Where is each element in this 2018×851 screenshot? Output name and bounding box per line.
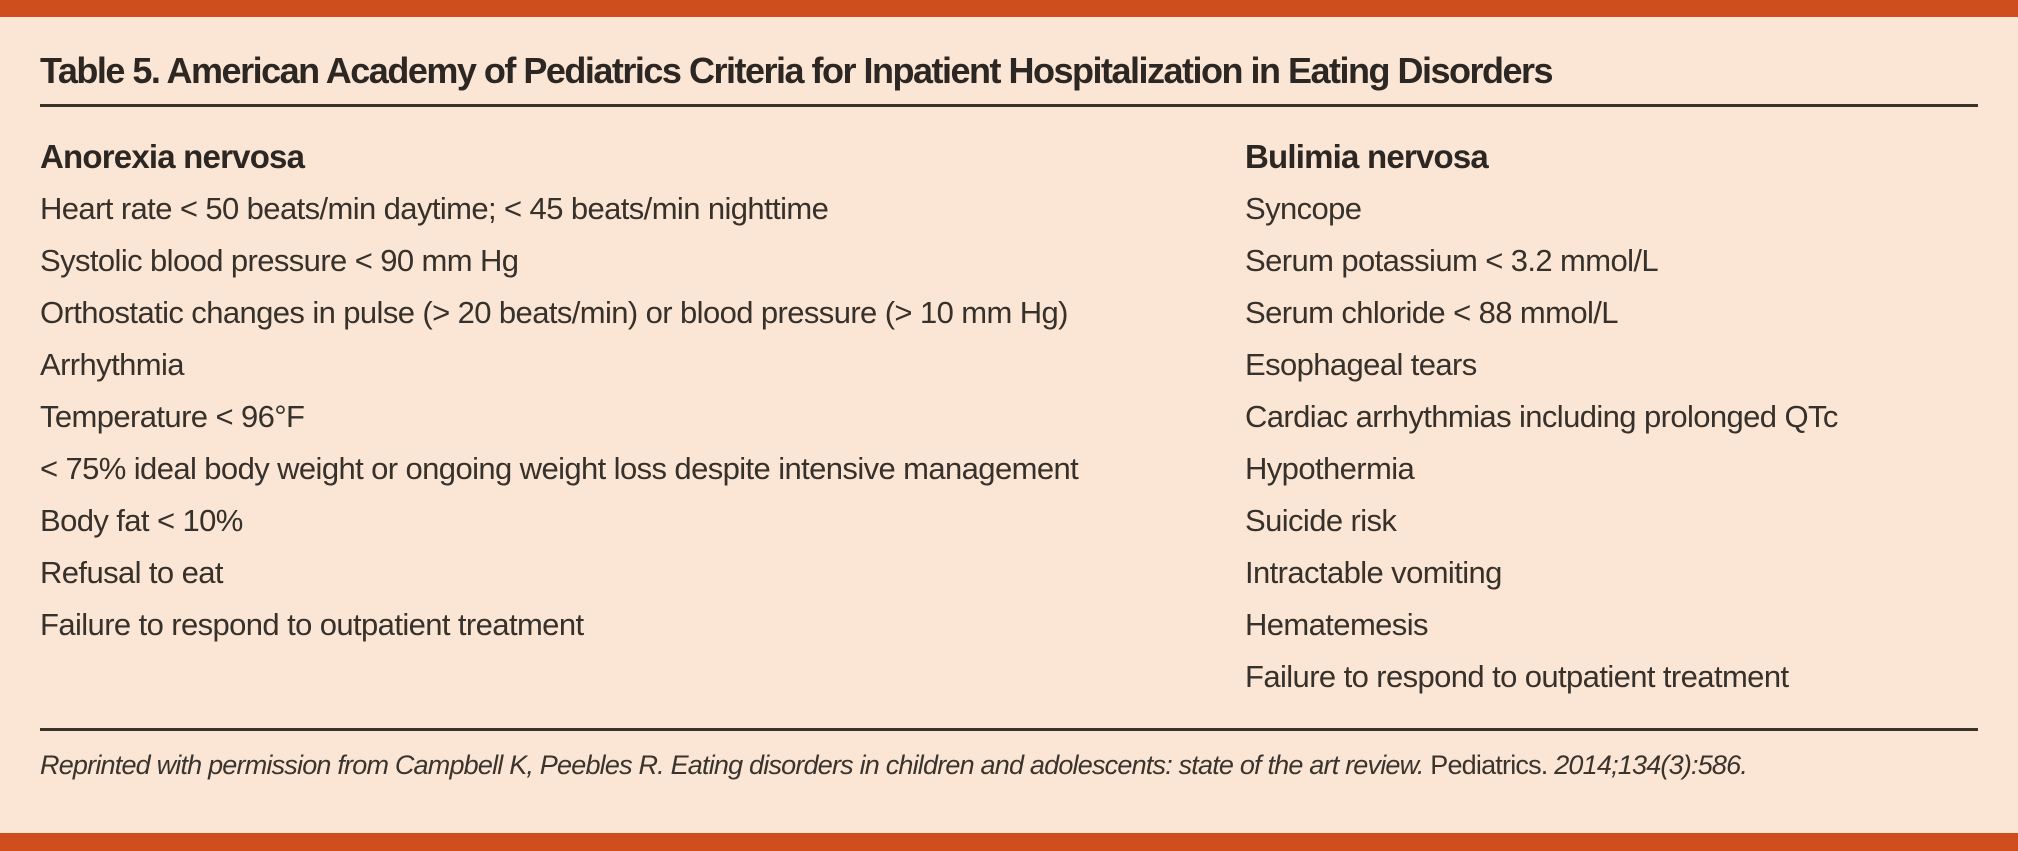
criteria-item: Refusal to eat (40, 555, 223, 590)
criteria-item: Hypothermia (1245, 451, 1415, 486)
criteria-item: Syncope (1245, 191, 1362, 226)
title-block: Table 5. American Academy of Pediatrics … (40, 17, 1978, 104)
criteria-item: Systolic blood pressure < 90 mm Hg (40, 243, 519, 278)
criteria-item: Arrhythmia (40, 347, 184, 382)
bottom-accent-bar (0, 833, 2018, 851)
criteria-item: Hematemesis (1245, 607, 1429, 642)
table-body: Table 5. American Academy of Pediatrics … (0, 17, 2018, 833)
criteria-item: Intractable vomiting (1245, 555, 1502, 590)
divider-top (40, 104, 1978, 107)
criteria-item: Esophageal tears (1245, 347, 1477, 382)
criteria-item: Serum potassium < 3.2 mmol/L (1245, 243, 1659, 278)
criteria-item: Body fat < 10% (40, 503, 243, 538)
criteria-item: Failure to respond to outpatient treatme… (1245, 659, 1789, 694)
criteria-item: Failure to respond to outpatient treatme… (40, 607, 584, 642)
column-header-anorexia: Anorexia nervosa (40, 138, 305, 175)
criteria-columns: Anorexia nervosa Heart rate < 50 beats/m… (40, 107, 1978, 728)
column-anorexia: Anorexia nervosa Heart rate < 50 beats/m… (40, 131, 1245, 651)
column-header-bulimia: Bulimia nervosa (1245, 138, 1489, 175)
table-title: Table 5. American Academy of Pediatrics … (40, 50, 1554, 91)
criteria-item: Cardiac arrhythmias including prolonged … (1245, 399, 1838, 434)
top-accent-bar (0, 0, 2018, 17)
criteria-item: Heart rate < 50 beats/min daytime; < 45 … (40, 191, 829, 226)
credit-citation: 2014;134(3):586. (1554, 750, 1748, 780)
credit-text: Reprinted with permission from Campbell … (40, 750, 1424, 780)
criteria-item: Temperature < 96°F (40, 399, 305, 434)
criteria-item: < 75% ideal body weight or ongoing weigh… (40, 451, 1079, 486)
column-bulimia: Bulimia nervosa Syncope Serum potassium … (1245, 131, 1978, 703)
criteria-item: Suicide risk (1245, 503, 1397, 538)
footer-block: Reprinted with permission from Campbell … (40, 728, 1978, 781)
criteria-item: Orthostatic changes in pulse (> 20 beats… (40, 295, 1068, 330)
source-credit: Reprinted with permission from Campbell … (40, 750, 1978, 781)
criteria-item: Serum chloride < 88 mmol/L (1245, 295, 1619, 330)
journal-name: Pediatrics. (1430, 750, 1548, 780)
